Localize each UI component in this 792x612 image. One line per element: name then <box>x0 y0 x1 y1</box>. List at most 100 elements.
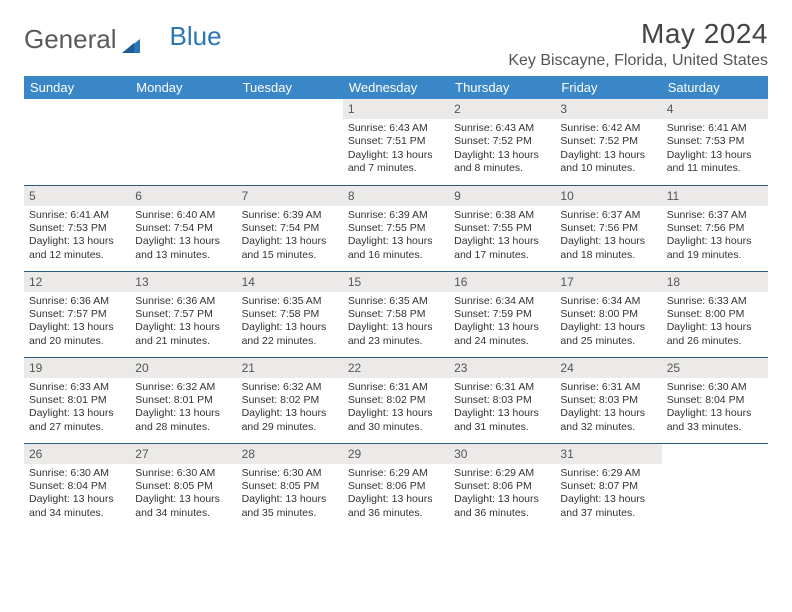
calendar-cell: 17Sunrise: 6:34 AMSunset: 8:00 PMDayligh… <box>555 271 661 357</box>
weekday-header: Saturday <box>662 76 768 99</box>
calendar-cell: 11Sunrise: 6:37 AMSunset: 7:56 PMDayligh… <box>662 185 768 271</box>
day-number: 23 <box>449 358 555 378</box>
calendar-cell: 14Sunrise: 6:35 AMSunset: 7:58 PMDayligh… <box>237 271 343 357</box>
day-number: 20 <box>130 358 236 378</box>
calendar-cell: 22Sunrise: 6:31 AMSunset: 8:02 PMDayligh… <box>343 357 449 443</box>
calendar-cell: 25Sunrise: 6:30 AMSunset: 8:04 PMDayligh… <box>662 357 768 443</box>
day-number <box>662 444 768 450</box>
weekday-header: Monday <box>130 76 236 99</box>
calendar-cell: 21Sunrise: 6:32 AMSunset: 8:02 PMDayligh… <box>237 357 343 443</box>
calendar-cell: 30Sunrise: 6:29 AMSunset: 8:06 PMDayligh… <box>449 443 555 529</box>
day-number <box>130 99 236 105</box>
calendar-cell <box>237 99 343 185</box>
day-details: Sunrise: 6:29 AMSunset: 8:06 PMDaylight:… <box>449 464 555 525</box>
day-number: 8 <box>343 186 449 206</box>
calendar-cell: 4Sunrise: 6:41 AMSunset: 7:53 PMDaylight… <box>662 99 768 185</box>
day-details: Sunrise: 6:32 AMSunset: 8:01 PMDaylight:… <box>130 378 236 439</box>
day-number: 21 <box>237 358 343 378</box>
calendar-cell: 26Sunrise: 6:30 AMSunset: 8:04 PMDayligh… <box>24 443 130 529</box>
day-number: 29 <box>343 444 449 464</box>
day-details: Sunrise: 6:42 AMSunset: 7:52 PMDaylight:… <box>555 119 661 180</box>
day-details: Sunrise: 6:29 AMSunset: 8:06 PMDaylight:… <box>343 464 449 525</box>
day-number <box>24 99 130 105</box>
day-details: Sunrise: 6:32 AMSunset: 8:02 PMDaylight:… <box>237 378 343 439</box>
brand-text-blue: Blue <box>170 21 222 52</box>
calendar-cell: 20Sunrise: 6:32 AMSunset: 8:01 PMDayligh… <box>130 357 236 443</box>
day-number: 2 <box>449 99 555 119</box>
day-details: Sunrise: 6:39 AMSunset: 7:55 PMDaylight:… <box>343 206 449 267</box>
day-number: 30 <box>449 444 555 464</box>
day-number: 18 <box>662 272 768 292</box>
day-number: 31 <box>555 444 661 464</box>
calendar-cell: 24Sunrise: 6:31 AMSunset: 8:03 PMDayligh… <box>555 357 661 443</box>
calendar-cell <box>662 443 768 529</box>
weekday-header: Wednesday <box>343 76 449 99</box>
day-details: Sunrise: 6:36 AMSunset: 7:57 PMDaylight:… <box>24 292 130 353</box>
calendar-cell: 13Sunrise: 6:36 AMSunset: 7:57 PMDayligh… <box>130 271 236 357</box>
location-text: Key Biscayne, Florida, United States <box>508 52 768 70</box>
day-number: 28 <box>237 444 343 464</box>
day-number: 4 <box>662 99 768 119</box>
day-details: Sunrise: 6:34 AMSunset: 8:00 PMDaylight:… <box>555 292 661 353</box>
day-number: 5 <box>24 186 130 206</box>
calendar-cell: 3Sunrise: 6:42 AMSunset: 7:52 PMDaylight… <box>555 99 661 185</box>
calendar-cell: 5Sunrise: 6:41 AMSunset: 7:53 PMDaylight… <box>24 185 130 271</box>
day-details: Sunrise: 6:37 AMSunset: 7:56 PMDaylight:… <box>662 206 768 267</box>
calendar-cell <box>24 99 130 185</box>
brand-text-gray: General <box>24 24 117 55</box>
day-number: 11 <box>662 186 768 206</box>
calendar-cell: 10Sunrise: 6:37 AMSunset: 7:56 PMDayligh… <box>555 185 661 271</box>
day-details: Sunrise: 6:31 AMSunset: 8:02 PMDaylight:… <box>343 378 449 439</box>
month-title: May 2024 <box>508 18 768 50</box>
day-details: Sunrise: 6:31 AMSunset: 8:03 PMDaylight:… <box>555 378 661 439</box>
day-number: 19 <box>24 358 130 378</box>
day-details: Sunrise: 6:31 AMSunset: 8:03 PMDaylight:… <box>449 378 555 439</box>
day-number: 27 <box>130 444 236 464</box>
header: General Blue May 2024 Key Biscayne, Flor… <box>24 18 768 70</box>
calendar-grid: SundayMondayTuesdayWednesdayThursdayFrid… <box>24 76 768 529</box>
day-number: 1 <box>343 99 449 119</box>
weekday-header: Sunday <box>24 76 130 99</box>
day-details: Sunrise: 6:30 AMSunset: 8:05 PMDaylight:… <box>237 464 343 525</box>
day-details: Sunrise: 6:40 AMSunset: 7:54 PMDaylight:… <box>130 206 236 267</box>
day-number: 6 <box>130 186 236 206</box>
calendar-cell: 19Sunrise: 6:33 AMSunset: 8:01 PMDayligh… <box>24 357 130 443</box>
day-details: Sunrise: 6:29 AMSunset: 8:07 PMDaylight:… <box>555 464 661 525</box>
day-number: 17 <box>555 272 661 292</box>
day-details: Sunrise: 6:33 AMSunset: 8:00 PMDaylight:… <box>662 292 768 353</box>
day-details: Sunrise: 6:30 AMSunset: 8:04 PMDaylight:… <box>662 378 768 439</box>
calendar-cell: 27Sunrise: 6:30 AMSunset: 8:05 PMDayligh… <box>130 443 236 529</box>
day-details: Sunrise: 6:39 AMSunset: 7:54 PMDaylight:… <box>237 206 343 267</box>
calendar-cell: 2Sunrise: 6:43 AMSunset: 7:52 PMDaylight… <box>449 99 555 185</box>
calendar-cell: 31Sunrise: 6:29 AMSunset: 8:07 PMDayligh… <box>555 443 661 529</box>
weekday-header: Thursday <box>449 76 555 99</box>
weekday-header: Friday <box>555 76 661 99</box>
calendar-cell: 7Sunrise: 6:39 AMSunset: 7:54 PMDaylight… <box>237 185 343 271</box>
calendar-cell <box>130 99 236 185</box>
calendar-cell: 1Sunrise: 6:43 AMSunset: 7:51 PMDaylight… <box>343 99 449 185</box>
calendar-cell: 8Sunrise: 6:39 AMSunset: 7:55 PMDaylight… <box>343 185 449 271</box>
day-details: Sunrise: 6:43 AMSunset: 7:51 PMDaylight:… <box>343 119 449 180</box>
day-number: 10 <box>555 186 661 206</box>
day-number <box>237 99 343 105</box>
day-number: 26 <box>24 444 130 464</box>
day-details: Sunrise: 6:30 AMSunset: 8:04 PMDaylight:… <box>24 464 130 525</box>
calendar-cell: 23Sunrise: 6:31 AMSunset: 8:03 PMDayligh… <box>449 357 555 443</box>
day-details: Sunrise: 6:34 AMSunset: 7:59 PMDaylight:… <box>449 292 555 353</box>
day-details: Sunrise: 6:30 AMSunset: 8:05 PMDaylight:… <box>130 464 236 525</box>
day-number: 14 <box>237 272 343 292</box>
calendar-cell: 9Sunrise: 6:38 AMSunset: 7:55 PMDaylight… <box>449 185 555 271</box>
brand-logo: General Blue <box>24 24 222 55</box>
day-details: Sunrise: 6:41 AMSunset: 7:53 PMDaylight:… <box>24 206 130 267</box>
calendar-cell: 12Sunrise: 6:36 AMSunset: 7:57 PMDayligh… <box>24 271 130 357</box>
day-number: 9 <box>449 186 555 206</box>
day-details: Sunrise: 6:38 AMSunset: 7:55 PMDaylight:… <box>449 206 555 267</box>
day-details: Sunrise: 6:33 AMSunset: 8:01 PMDaylight:… <box>24 378 130 439</box>
calendar-cell: 29Sunrise: 6:29 AMSunset: 8:06 PMDayligh… <box>343 443 449 529</box>
day-number: 3 <box>555 99 661 119</box>
weekday-header: Tuesday <box>237 76 343 99</box>
calendar-cell: 6Sunrise: 6:40 AMSunset: 7:54 PMDaylight… <box>130 185 236 271</box>
day-number: 22 <box>343 358 449 378</box>
day-number: 15 <box>343 272 449 292</box>
day-details: Sunrise: 6:43 AMSunset: 7:52 PMDaylight:… <box>449 119 555 180</box>
